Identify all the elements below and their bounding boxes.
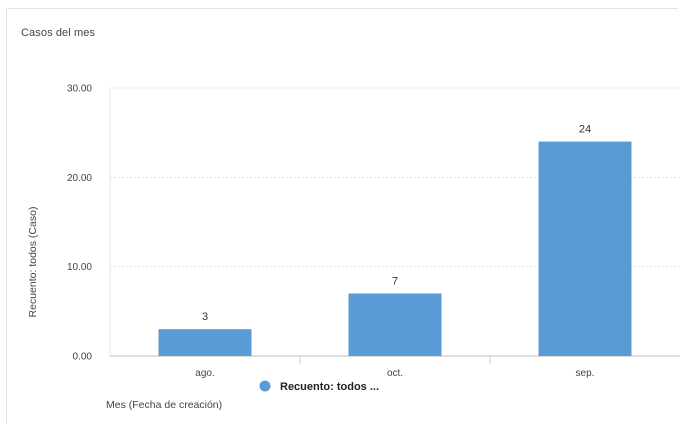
bar[interactable] [158, 329, 252, 356]
legend-label: Recuento: todos ... [280, 381, 379, 393]
y-tick-label: 20.00 [67, 173, 92, 184]
bar[interactable] [538, 141, 632, 356]
data-labels: 3 7 24 [202, 124, 591, 324]
x-tick-label: oct. [387, 368, 403, 379]
x-axis-title: Mes (Fecha de creación) [106, 399, 222, 411]
bar[interactable] [348, 293, 442, 356]
legend-swatch-icon [259, 380, 271, 392]
chart-title: Casos del mes [21, 27, 96, 39]
y-axis-title: Recuento: todos (Caso) [27, 207, 39, 318]
y-axis-ticks: 0.00 10.00 20.00 30.00 [67, 84, 92, 363]
y-tick-label: 30.00 [67, 84, 92, 95]
bars [158, 141, 632, 356]
y-tick-label: 0.00 [73, 352, 93, 363]
bar-data-label: 24 [579, 124, 591, 136]
x-axis-ticks: ago. oct. sep. [195, 368, 594, 379]
x-axis-separators [299, 356, 491, 364]
x-tick-label: ago. [195, 368, 214, 379]
y-tick-label: 10.00 [67, 262, 92, 273]
bar-data-label: 7 [392, 275, 398, 287]
bar-data-label: 3 [202, 311, 208, 323]
legend[interactable]: Recuento: todos ... [259, 380, 380, 394]
x-tick-label: sep. [576, 368, 595, 379]
